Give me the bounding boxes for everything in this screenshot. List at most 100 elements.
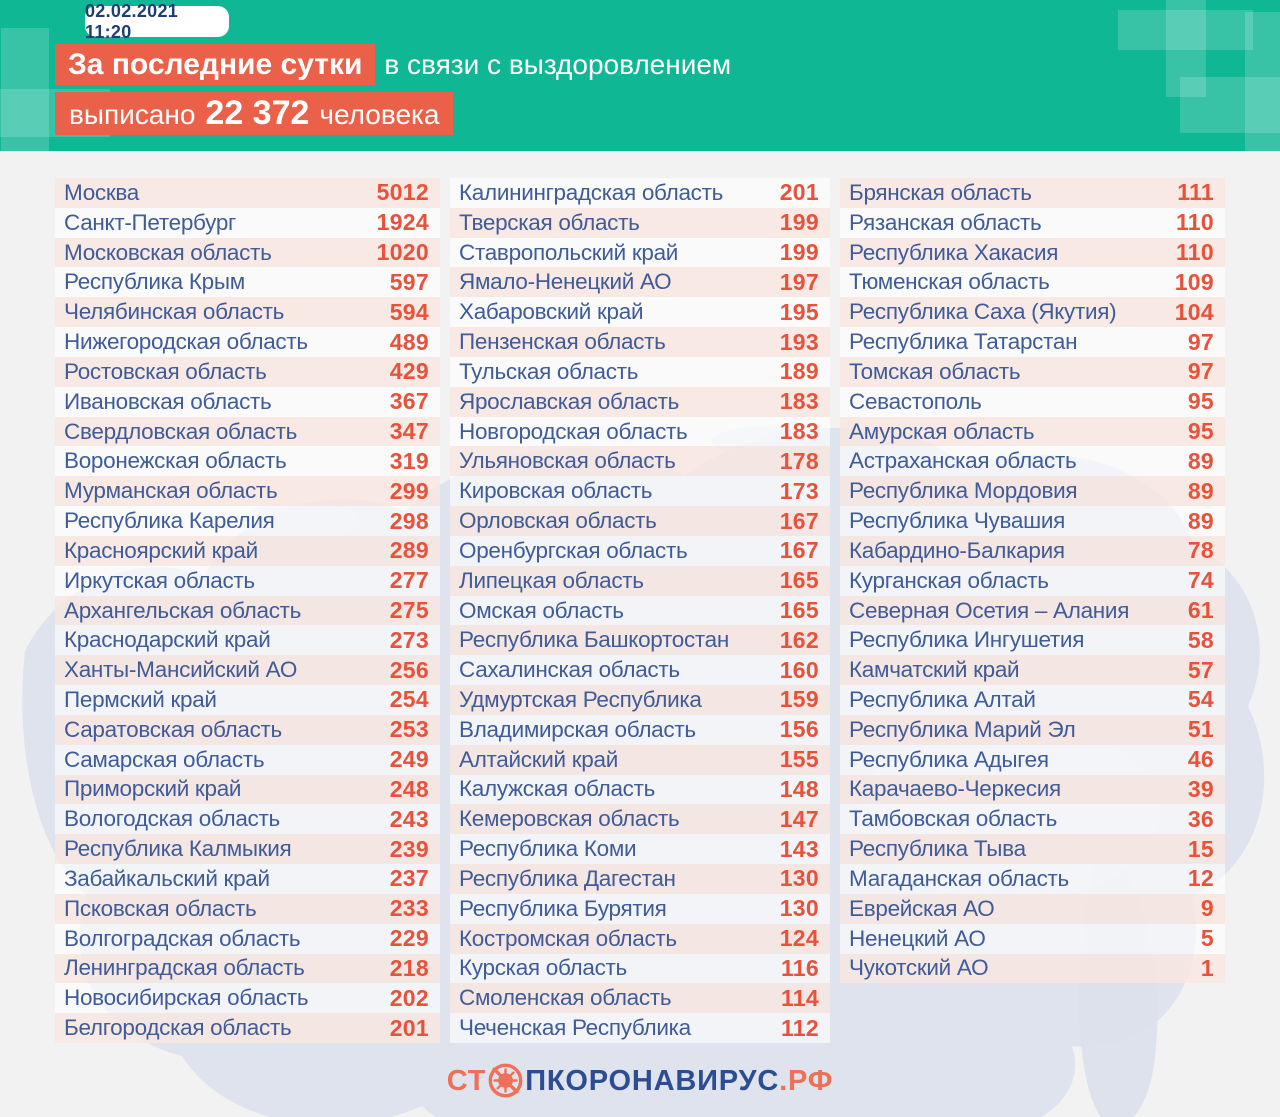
headline-rest: в связи с выздоровлением bbox=[384, 48, 732, 80]
stats-column: Брянская область 111 Рязанская область 110 Р… bbox=[840, 178, 1225, 1043]
region-name: Сахалинская область bbox=[459, 657, 680, 683]
region-value: 277 bbox=[389, 567, 429, 594]
table-row: Курская область 116 bbox=[450, 953, 830, 984]
table-row: Ярославская область 183 bbox=[450, 386, 830, 417]
table-row: Республика Марий Эл 51 bbox=[840, 714, 1225, 745]
region-value: 51 bbox=[1187, 716, 1214, 743]
region-value: 12 bbox=[1187, 865, 1214, 892]
total-discharged-number: 22 372 bbox=[205, 94, 310, 132]
region-name: Красноярский край bbox=[64, 537, 258, 563]
region-name: Ярославская область bbox=[459, 388, 680, 414]
region-value: 253 bbox=[389, 716, 429, 743]
table-row: Волгоградская область 229 bbox=[55, 923, 440, 954]
region-name: Курская область bbox=[459, 955, 627, 981]
region-value: 112 bbox=[780, 1014, 819, 1041]
region-value: 57 bbox=[1187, 656, 1214, 683]
table-row: Рязанская область 110 bbox=[840, 207, 1225, 238]
region-name: Республика Башкортостан bbox=[459, 627, 730, 653]
region-name: Ямало-Ненецкий АО bbox=[459, 269, 672, 295]
region-name: Республика Алтай bbox=[849, 686, 1036, 712]
region-name: Магаданская область bbox=[849, 865, 1069, 891]
region-name: Брянская область bbox=[849, 179, 1032, 205]
table-row: Сахалинская область 160 bbox=[450, 655, 830, 686]
region-value: 116 bbox=[780, 954, 819, 981]
region-name: Республика Калмыкия bbox=[64, 836, 292, 862]
table-row: Псковская область 233 bbox=[55, 893, 440, 924]
region-name: Камчатский край bbox=[849, 657, 1020, 683]
table-row: Тверская область 199 bbox=[450, 207, 830, 238]
table-row: Ульяновская область 178 bbox=[450, 446, 830, 477]
headline-prefix: выписано bbox=[69, 99, 196, 130]
region-name: Амурская область bbox=[849, 418, 1035, 444]
table-row: Свердловская область 347 bbox=[55, 416, 440, 447]
region-value: 197 bbox=[779, 268, 819, 295]
headline-highlight: За последние сутки bbox=[55, 44, 376, 85]
headline-line-2: выписано 22 372 человека bbox=[55, 92, 454, 135]
region-value: 243 bbox=[389, 805, 429, 832]
table-row: Забайкальский край 237 bbox=[55, 864, 440, 894]
region-name: Ленинградская область bbox=[64, 955, 305, 981]
region-name: Белгородская область bbox=[64, 1015, 292, 1041]
region-name: Калининградская область bbox=[459, 179, 724, 205]
region-value: 248 bbox=[389, 775, 429, 802]
region-name: Москва bbox=[64, 179, 140, 205]
region-value: 36 bbox=[1187, 805, 1214, 832]
region-value: 58 bbox=[1187, 626, 1214, 653]
table-row: Республика Саха (Якутия) 104 bbox=[840, 297, 1225, 328]
region-value: 167 bbox=[779, 537, 819, 564]
table-row: Ненецкий АО 5 bbox=[840, 923, 1225, 954]
table-row: Брянская область 111 bbox=[840, 178, 1225, 208]
table-row: Республика Татарстан 97 bbox=[840, 327, 1225, 357]
table-row: Ямало-Ненецкий АО 197 bbox=[450, 267, 830, 298]
table-row: Алтайский край 155 bbox=[450, 744, 830, 775]
table-row: Мурманская область 299 bbox=[55, 476, 440, 507]
table-row: Республика Дагестан 130 bbox=[450, 864, 830, 894]
region-value: 1924 bbox=[376, 209, 429, 236]
region-value: 89 bbox=[1187, 447, 1214, 474]
region-name: Санкт-Петербург bbox=[64, 209, 236, 235]
table-row: Новосибирская область 202 bbox=[55, 983, 440, 1014]
table-row: Калужская область 148 bbox=[450, 774, 830, 805]
no-virus-icon bbox=[488, 1063, 523, 1098]
region-value: 167 bbox=[779, 507, 819, 534]
region-name: Курганская область bbox=[849, 567, 1049, 593]
region-value: 237 bbox=[389, 865, 429, 892]
region-name: Приморский край bbox=[64, 776, 242, 802]
table-row: Республика Тыва 15 bbox=[840, 834, 1225, 865]
table-row: Хабаровский край 195 bbox=[450, 297, 830, 328]
region-name: Забайкальский край bbox=[64, 865, 270, 891]
table-row: Архангельская область 275 bbox=[55, 595, 440, 626]
region-value: 5012 bbox=[376, 179, 429, 206]
table-row: Нижегородская область 489 bbox=[55, 327, 440, 357]
table-row: Чеченская Республика 112 bbox=[450, 1013, 830, 1044]
table-row: Кировская область 173 bbox=[450, 476, 830, 507]
table-row: Москва 5012 bbox=[55, 178, 440, 208]
region-name: Новгородская область bbox=[459, 418, 688, 444]
table-row: Вологодская область 243 bbox=[55, 804, 440, 835]
logo-text-suffix: .РФ bbox=[779, 1064, 834, 1097]
region-name: Томская область bbox=[849, 358, 1021, 384]
region-value: 130 bbox=[779, 895, 819, 922]
region-value: 160 bbox=[779, 656, 819, 683]
table-row: Иркутская область 277 bbox=[55, 565, 440, 596]
region-value: 233 bbox=[389, 895, 429, 922]
region-name: Тюменская область bbox=[849, 269, 1050, 295]
table-row: Краснодарский край 273 bbox=[55, 625, 440, 656]
region-name: Республика Бурятия bbox=[459, 895, 667, 921]
headline-suffix: человека bbox=[319, 99, 440, 130]
region-value: 178 bbox=[779, 447, 819, 474]
table-row: Тамбовская область 36 bbox=[840, 804, 1225, 835]
region-value: 429 bbox=[389, 358, 429, 385]
region-value: 254 bbox=[389, 686, 429, 713]
region-name: Республика Дагестан bbox=[459, 865, 676, 891]
table-row: Республика Мордовия 89 bbox=[840, 476, 1225, 507]
region-name: Республика Татарстан bbox=[849, 329, 1078, 355]
stats-column: Калининградская область 201 Тверская облас… bbox=[450, 178, 830, 1044]
region-value: 249 bbox=[389, 746, 429, 773]
region-name: Тамбовская область bbox=[849, 806, 1058, 832]
region-name: Еврейская АО bbox=[849, 895, 995, 921]
region-value: 162 bbox=[779, 626, 819, 653]
region-value: 74 bbox=[1187, 567, 1214, 594]
table-row: Севастополь 95 bbox=[840, 386, 1225, 417]
region-value: 195 bbox=[779, 298, 819, 325]
